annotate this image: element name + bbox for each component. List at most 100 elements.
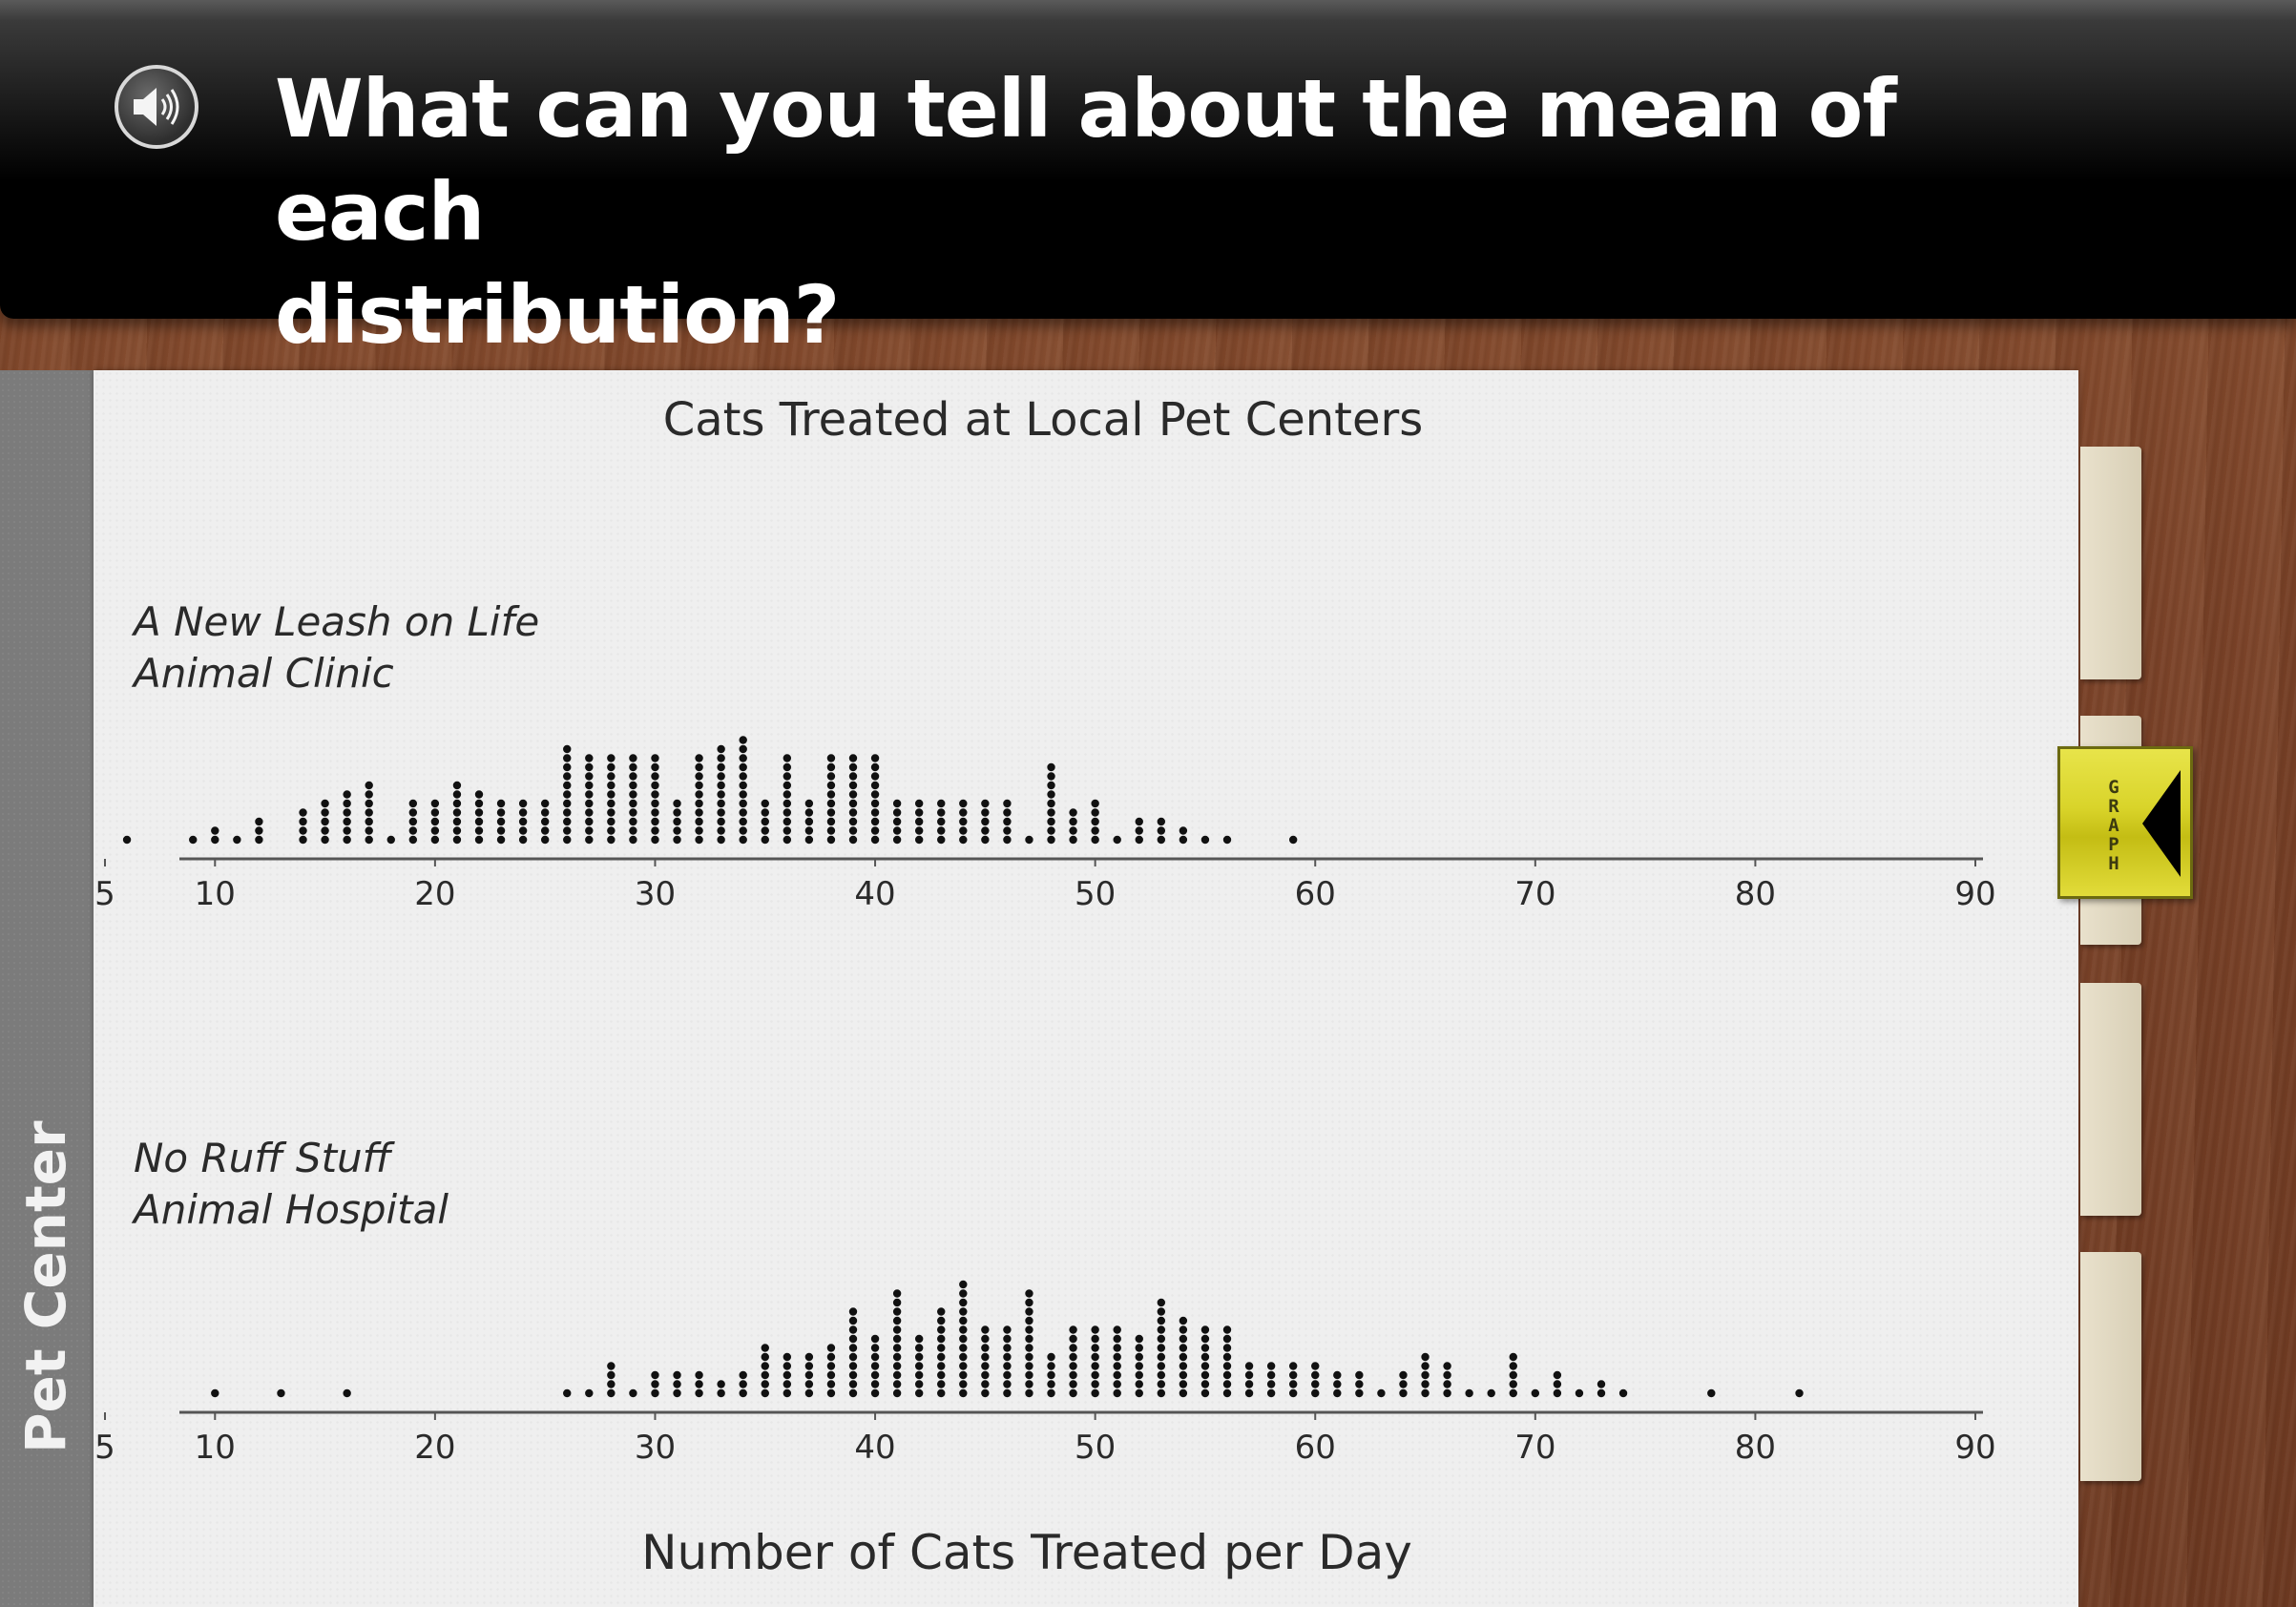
data-dot	[563, 762, 572, 772]
side-tab-card[interactable]	[2080, 983, 2141, 1216]
data-dot	[321, 817, 329, 826]
data-dot	[959, 1352, 968, 1362]
data-dot	[321, 835, 329, 845]
data-dot	[804, 1388, 814, 1398]
data-dot	[563, 826, 572, 835]
data-dot	[783, 1370, 792, 1380]
data-dot	[1003, 826, 1012, 835]
data-dot	[673, 1388, 681, 1398]
data-dot	[914, 799, 924, 808]
data-dot	[474, 826, 484, 835]
graph-paper: Cats Treated at Local Pet Centers Number…	[94, 370, 2078, 1607]
data-dot	[563, 835, 572, 845]
data-dot	[761, 799, 769, 808]
data-dot	[892, 1352, 902, 1362]
data-dot	[848, 1344, 858, 1352]
data-dot	[937, 817, 946, 826]
data-dot	[826, 754, 836, 762]
data-dot	[673, 799, 681, 808]
x-tick-label: 60	[1295, 875, 1336, 913]
data-dot	[607, 817, 616, 826]
data-dot	[959, 1370, 968, 1380]
data-dot	[1025, 1307, 1033, 1316]
data-dot	[1113, 1388, 1121, 1398]
data-dot	[959, 835, 968, 845]
data-dot	[1157, 1362, 1166, 1370]
data-dot	[1025, 835, 1033, 845]
data-dot	[937, 1380, 946, 1388]
data-dot	[585, 808, 594, 817]
data-dot	[1355, 1380, 1364, 1388]
data-dot	[277, 1388, 285, 1398]
data-dot	[1003, 1325, 1012, 1334]
data-dot	[563, 744, 572, 754]
data-dot	[783, 1362, 792, 1370]
data-dot	[981, 808, 990, 817]
data-dot	[255, 826, 263, 835]
data-dot	[1003, 1344, 1012, 1352]
data-dot	[848, 781, 858, 790]
data-dot	[365, 799, 373, 808]
data-dot	[959, 1289, 968, 1298]
data-dot	[540, 835, 550, 845]
data-dot	[892, 1362, 902, 1370]
data-dot	[783, 799, 792, 808]
data-dot	[826, 781, 836, 790]
data-dot	[1157, 1334, 1166, 1344]
data-dot	[651, 799, 659, 808]
data-dot	[408, 826, 418, 835]
data-dot	[1266, 1370, 1276, 1380]
data-dot	[695, 826, 703, 835]
data-dot	[826, 1362, 836, 1370]
data-dot	[1069, 1388, 1077, 1398]
data-dot	[1069, 826, 1077, 835]
data-dot	[1025, 1316, 1033, 1325]
data-dot	[607, 790, 616, 799]
x-tick-label: 70	[1514, 875, 1555, 913]
data-dot	[1179, 1380, 1188, 1388]
data-dot	[1091, 1334, 1099, 1344]
data-dot	[783, 781, 792, 790]
data-dot	[695, 1388, 703, 1398]
data-dot	[1091, 808, 1099, 817]
data-dot	[959, 1298, 968, 1307]
dot-plot-hospital: 5 10 20 30 40 50 60 70 80 90	[94, 1280, 1996, 1467]
data-dot	[959, 808, 968, 817]
data-dot	[629, 781, 637, 790]
data-dot	[848, 835, 858, 845]
data-dot	[299, 817, 307, 826]
data-dot	[1421, 1380, 1430, 1388]
data-dot	[1025, 1325, 1033, 1334]
data-dot	[1311, 1388, 1320, 1398]
data-dot	[651, 781, 659, 790]
data-dot	[892, 1307, 902, 1316]
data-dot	[739, 736, 747, 744]
side-tab-card[interactable]	[2080, 1252, 2141, 1481]
data-dot	[826, 817, 836, 826]
data-dot	[937, 808, 946, 817]
data-dot	[1399, 1380, 1408, 1388]
data-dot	[1200, 1388, 1210, 1398]
data-dot	[585, 754, 594, 762]
data-dot	[474, 817, 484, 826]
data-dot	[452, 817, 462, 826]
side-tab-card[interactable]	[2080, 447, 2141, 679]
data-dot	[1157, 1344, 1166, 1352]
graph-tab[interactable]: GRAPH	[2057, 746, 2193, 899]
side-panel: Pet Center	[0, 370, 94, 1607]
audio-button[interactable]	[115, 65, 198, 149]
data-dot	[848, 1352, 858, 1362]
data-dot	[981, 1388, 990, 1398]
data-dot	[299, 808, 307, 817]
data-dot	[540, 826, 550, 835]
data-dot	[1618, 1388, 1628, 1398]
data-dot	[739, 826, 747, 835]
question-header: What can you tell about the mean of each…	[0, 0, 2296, 362]
data-dot	[1069, 835, 1077, 845]
data-dot	[1069, 1362, 1077, 1370]
data-dot	[804, 817, 814, 826]
speaker-icon	[134, 88, 179, 126]
data-dot	[1707, 1388, 1716, 1398]
data-dot	[1091, 1370, 1099, 1380]
data-dot	[848, 762, 858, 772]
